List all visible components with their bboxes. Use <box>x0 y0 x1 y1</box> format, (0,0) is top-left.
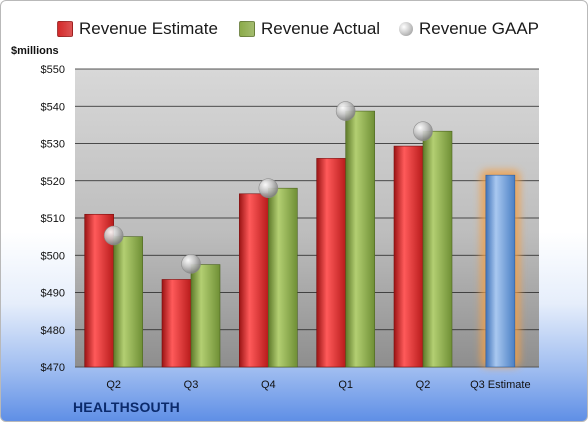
y-tick-label: $520 <box>41 176 65 188</box>
bar-actual <box>190 264 221 368</box>
x-category-label: Q3 <box>184 379 199 391</box>
legend: Revenue Estimate Revenue Actual Revenue GA… <box>1 17 587 41</box>
legend-item-estimate: Revenue Estimate <box>57 17 218 41</box>
y-tick-label: $510 <box>41 213 65 225</box>
gaap-marker <box>258 178 279 198</box>
x-category-label: Q2 <box>106 379 121 391</box>
x-category-label: Q2 <box>416 379 431 391</box>
y-tick-label: $550 <box>41 64 65 76</box>
y-tick-label: $540 <box>41 101 65 113</box>
gaap-marker <box>181 254 201 274</box>
y-tick-label: $470 <box>41 362 65 374</box>
legend-item-actual: Revenue Actual <box>239 17 380 41</box>
bar-actual <box>268 187 298 368</box>
gaap-marker <box>413 121 433 142</box>
bar-estimate <box>393 145 424 368</box>
legend-label-gaap: Revenue GAAP <box>419 19 540 38</box>
y-axis-unit-label: $millions <box>11 45 59 57</box>
legend-swatch-actual <box>239 21 255 37</box>
x-category-label: Q1 <box>338 379 353 391</box>
company-name: HEALTHSOUTH <box>73 399 180 415</box>
legend-swatch-estimate <box>57 21 73 37</box>
bar-estimate <box>161 279 192 368</box>
gaap-marker <box>103 225 124 246</box>
x-category-label: Q3 Estimate <box>470 379 531 391</box>
legend-label-actual: Revenue Actual <box>261 19 381 38</box>
bar-actual <box>113 236 143 368</box>
bar-actual <box>422 130 453 368</box>
y-tick-label: $480 <box>41 325 65 337</box>
bar-estimate <box>239 193 269 368</box>
legend-label-estimate: Revenue Estimate <box>79 19 218 38</box>
x-category-label: Q4 <box>261 379 276 391</box>
bar-estimate-forecast <box>485 174 516 368</box>
gaap-marker <box>335 101 356 121</box>
bar-actual <box>345 110 375 368</box>
legend-swatch-gaap <box>399 22 413 36</box>
y-tick-label: $490 <box>41 288 65 300</box>
y-tick-label: $530 <box>41 139 65 151</box>
legend-item-gaap: Revenue GAAP <box>399 17 539 41</box>
bar-estimate <box>316 158 346 368</box>
y-tick-label: $500 <box>41 250 65 262</box>
